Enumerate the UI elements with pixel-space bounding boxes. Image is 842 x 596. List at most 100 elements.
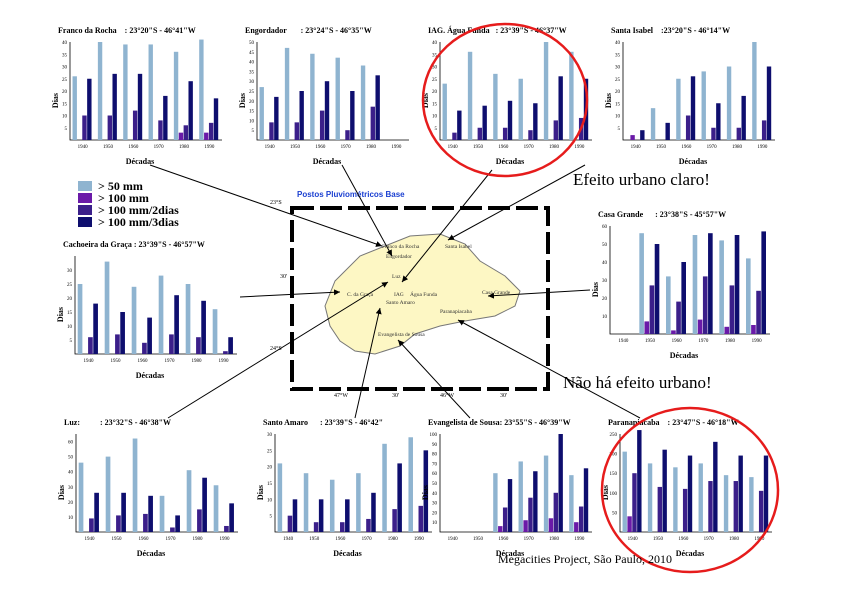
bar xyxy=(482,105,487,140)
map-label-paranapiacaba: Paranapiacaba xyxy=(440,309,472,315)
chart-casa-grande: Casa Grande : 23°38"S - 45°57"W Dias Décad… xyxy=(590,210,778,360)
bar xyxy=(477,127,482,140)
legend-swatch xyxy=(78,181,92,191)
x-axis-label: Décadas xyxy=(125,157,155,166)
bar xyxy=(284,47,290,140)
bar xyxy=(142,342,147,354)
x-axis-label: Décadas xyxy=(136,549,166,558)
bar xyxy=(78,462,84,532)
arrow xyxy=(167,281,389,419)
bar xyxy=(115,334,120,354)
x-tick-label: 1970 xyxy=(524,537,535,542)
x-tick-label: 1960 xyxy=(672,339,683,344)
bar xyxy=(681,262,686,334)
bar xyxy=(94,492,99,532)
chart-santa-isabel: Santa Isabel :23°20"S - 46°14"W Dias Décad… xyxy=(603,26,783,166)
y-tick-label: 5 xyxy=(435,127,438,132)
x-tick-label: 1940 xyxy=(628,537,639,542)
y-tick-label: 15 xyxy=(62,102,68,107)
bar xyxy=(498,526,503,532)
map-region xyxy=(324,233,521,355)
bar xyxy=(159,495,165,532)
bar xyxy=(692,235,698,334)
y-tick-label: 30 xyxy=(432,66,438,71)
y-tick-label: 20 xyxy=(68,501,74,506)
map-label-iag: IAG xyxy=(394,292,404,298)
bar xyxy=(143,513,148,532)
legend-label: > 100 mm/3dias xyxy=(98,214,179,229)
bar xyxy=(736,127,741,140)
bar xyxy=(186,470,192,532)
chart-santo-amaro: Santo Amaro : 23°39"S - 46°42" Dias Década… xyxy=(255,418,440,558)
bar xyxy=(107,115,112,140)
bar xyxy=(121,492,126,532)
x-tick-label: 1990 xyxy=(757,145,768,150)
bar xyxy=(123,44,128,141)
x-tick-label: 1990 xyxy=(752,339,763,344)
x-tick-label: 1950 xyxy=(645,339,656,344)
y-tick-label: 70 xyxy=(432,462,438,467)
bar xyxy=(751,325,756,334)
bar xyxy=(758,490,764,532)
bar xyxy=(335,57,340,140)
bar xyxy=(752,42,757,140)
arrow xyxy=(401,169,493,283)
bar xyxy=(746,258,751,334)
bar xyxy=(170,527,175,532)
chart-cachoeira-da-graca: Cachoeira da Graça : 23°39"S - 46°57"W Di… xyxy=(55,240,245,380)
legend-label: > 100 mm/2dias xyxy=(98,202,179,217)
bar xyxy=(657,486,662,532)
bar xyxy=(708,481,713,532)
axis-line xyxy=(622,42,775,141)
bar xyxy=(569,51,574,140)
chart-title: Cachoeira da Graça : 23°39"S - 46°57"W xyxy=(63,240,205,249)
x-tick-label: 1940 xyxy=(84,359,95,364)
bar-plot: 5 10 15 20 25 30 35 40 1940 1950 1960 1970 1980 1990 xyxy=(615,41,775,150)
y-tick-label: 20 xyxy=(62,90,68,95)
bar xyxy=(158,275,164,354)
bar xyxy=(528,130,533,140)
map-title: Postos Pluviométricos Base xyxy=(297,190,405,199)
y-tick-label: 80 xyxy=(432,453,438,458)
bar xyxy=(274,96,279,140)
x-tick-label: 1940 xyxy=(78,145,89,150)
x-axis-label: Décadas xyxy=(495,157,525,166)
x-tick-label: 1980 xyxy=(179,145,190,150)
bar xyxy=(105,456,111,532)
chart-title: Franco da Rocha : 23°20"S - 46°41"W xyxy=(58,26,196,35)
bar xyxy=(687,455,693,532)
map: Franco da Rocha Santa Isabel Engordador … xyxy=(290,206,550,391)
bar xyxy=(148,495,153,532)
y-tick-label: 20 xyxy=(432,511,438,516)
y-tick-label: 25 xyxy=(432,78,438,83)
x-tick-label: 1950 xyxy=(290,145,301,150)
y-tick-label: 20 xyxy=(615,90,621,95)
bar xyxy=(199,39,204,140)
x-tick-label: 1970 xyxy=(166,537,177,542)
x-tick-label: 1980 xyxy=(732,145,743,150)
bar xyxy=(89,518,94,532)
y-tick-label: 15 xyxy=(249,110,255,115)
y-tick-label: 40 xyxy=(615,41,621,46)
bar-plot: 10 20 30 40 50 60 1940 1950 1960 1970 1980 1990 xyxy=(602,225,770,344)
bar xyxy=(543,455,549,532)
bar xyxy=(676,78,681,140)
bar xyxy=(397,463,402,532)
bar xyxy=(228,337,233,354)
x-tick-label: 1940 xyxy=(265,145,276,150)
y-tick-label: 50 xyxy=(612,511,618,516)
x-tick-label: 1940 xyxy=(618,339,629,344)
x-axis-label: Décadas xyxy=(675,549,705,558)
y-tick-label: 35 xyxy=(249,70,255,75)
bar xyxy=(502,127,508,140)
x-tick-label: 1980 xyxy=(366,145,377,150)
bar xyxy=(375,75,380,140)
map-label-evangelista-de-sousa: Evangelista de Sousa xyxy=(378,332,425,338)
bar xyxy=(423,450,429,532)
x-tick-label: 1970 xyxy=(154,145,165,150)
legend-item: > 100 mm/2dias xyxy=(78,202,179,217)
bar xyxy=(303,473,309,532)
bar xyxy=(208,122,214,140)
bar xyxy=(507,100,513,140)
